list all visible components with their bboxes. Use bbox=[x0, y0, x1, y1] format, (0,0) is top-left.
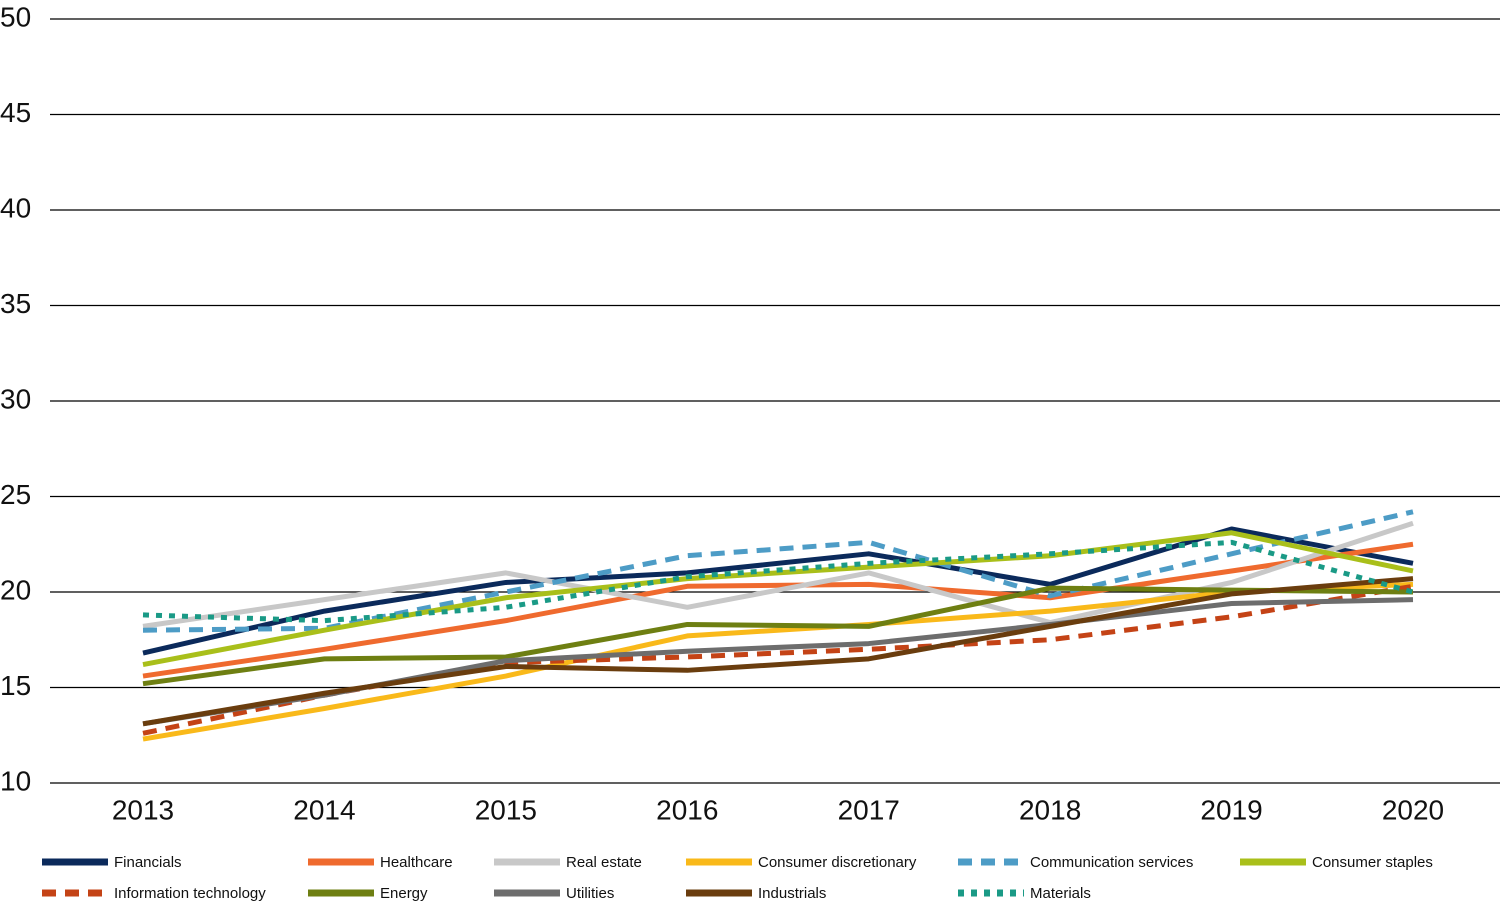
series-line bbox=[142, 530, 1414, 668]
series-line bbox=[142, 541, 1414, 679]
y-tick-label: 25 bbox=[0, 479, 31, 510]
x-tick-label: 2020 bbox=[1382, 794, 1444, 825]
y-tick-label: 10 bbox=[0, 765, 31, 796]
legend-label: Consumer discretionary bbox=[758, 854, 917, 871]
y-tick-label: 40 bbox=[0, 192, 31, 223]
x-tick-label: 2016 bbox=[656, 794, 718, 825]
x-tick-label: 2019 bbox=[1200, 794, 1262, 825]
series-line bbox=[142, 509, 1414, 633]
legend-label: Communication services bbox=[1030, 854, 1193, 871]
x-tick-label: 2017 bbox=[838, 794, 900, 825]
series-line bbox=[142, 576, 1414, 727]
legend-label: Consumer staples bbox=[1312, 854, 1433, 871]
series-line bbox=[142, 585, 1414, 687]
y-tick-label: 45 bbox=[0, 97, 31, 128]
series-line bbox=[142, 539, 1414, 624]
y-tick-label: 20 bbox=[0, 574, 31, 605]
legend-label: Information technology bbox=[114, 885, 266, 902]
y-tick-label: 50 bbox=[0, 1, 31, 32]
y-tick-label: 35 bbox=[0, 288, 31, 319]
legend-label: Real estate bbox=[566, 854, 642, 871]
legend-label: Energy bbox=[380, 885, 428, 902]
legend-label: Utilities bbox=[566, 885, 614, 902]
x-tick-label: 2013 bbox=[112, 794, 174, 825]
x-tick-label: 2014 bbox=[293, 794, 355, 825]
x-tick-label: 2015 bbox=[475, 794, 537, 825]
legend-label: Industrials bbox=[758, 885, 826, 902]
legend-label: Healthcare bbox=[380, 854, 453, 871]
series-line bbox=[142, 581, 1414, 742]
legend-label: Financials bbox=[114, 854, 182, 871]
legend-label: Materials bbox=[1030, 885, 1091, 902]
y-tick-label: 30 bbox=[0, 383, 31, 414]
x-tick-label: 2018 bbox=[1019, 794, 1081, 825]
y-tick-label: 15 bbox=[0, 670, 31, 701]
